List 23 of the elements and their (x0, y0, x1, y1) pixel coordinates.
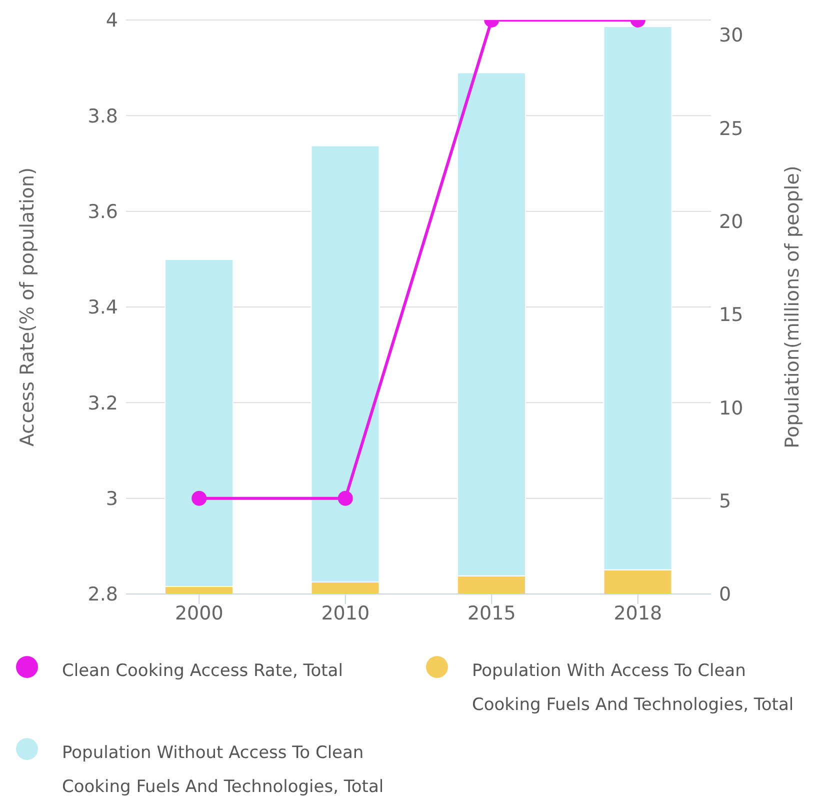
y2-axis-title: Population(millions of people) (782, 166, 804, 448)
y-tick-label: 3.2 (88, 392, 118, 414)
y2-tick-label: 10 (719, 397, 744, 420)
y-tick-label: 3.6 (88, 201, 118, 224)
y2-tick-label: 15 (719, 304, 744, 326)
legend-label: Population With Access To Clean Cooking Fuels And Technologies, Total (472, 660, 795, 717)
x-tick-label: 2015 (467, 602, 516, 624)
y2-tick-label: 5 (719, 490, 732, 513)
y-tick-label: 3.4 (88, 296, 118, 319)
y-tick-label: 2.8 (88, 584, 118, 606)
legend-label: Clean Cooking Access Rate, Total (62, 660, 343, 683)
y2-tick-label: 20 (719, 211, 744, 234)
y-tick-label: 3 (106, 488, 118, 510)
x-tick-label: 2018 (614, 602, 662, 624)
x-tick-label: 2010 (321, 602, 370, 624)
y2-tick-label: 0 (719, 584, 732, 606)
x-tick-label: 2000 (174, 602, 224, 624)
y-tick-label: 4 (106, 10, 118, 32)
y-axis-title: Access Rate(% of population) (16, 167, 39, 447)
y2-tick-label: 30 (719, 24, 744, 47)
y2-tick-label: 25 (719, 118, 744, 140)
y-tick-label: 3.8 (88, 105, 118, 128)
legend-label: Population Without Access To Clean Cooking Fuels And Technologies, Total (62, 742, 385, 796)
